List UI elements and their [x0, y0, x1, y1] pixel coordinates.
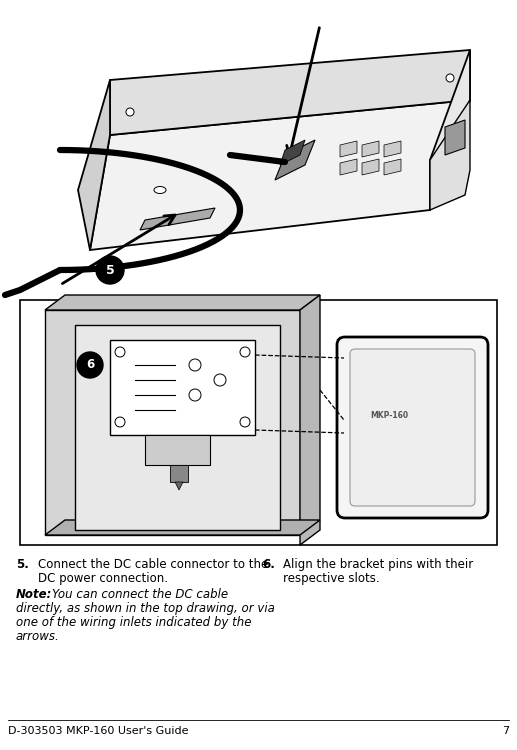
Text: 6.: 6.	[262, 558, 275, 571]
Polygon shape	[430, 50, 470, 210]
Circle shape	[77, 352, 103, 378]
Polygon shape	[170, 465, 188, 482]
Circle shape	[240, 347, 250, 357]
Polygon shape	[45, 520, 320, 535]
Text: Note:: Note:	[16, 588, 52, 601]
Text: one of the wiring inlets indicated by the: one of the wiring inlets indicated by th…	[16, 616, 251, 629]
Text: directly, as shown in the top drawing, or via: directly, as shown in the top drawing, o…	[16, 602, 275, 615]
Text: D-303503 MKP-160 User's Guide: D-303503 MKP-160 User's Guide	[8, 726, 189, 736]
Polygon shape	[275, 140, 315, 180]
Text: MKP-160: MKP-160	[370, 410, 408, 419]
Text: Connect the DC cable connector to the: Connect the DC cable connector to the	[38, 558, 268, 571]
Circle shape	[446, 74, 454, 82]
Polygon shape	[340, 141, 357, 157]
Circle shape	[96, 256, 124, 284]
Text: 5.: 5.	[16, 558, 29, 571]
Polygon shape	[280, 140, 305, 165]
Polygon shape	[340, 159, 357, 175]
Polygon shape	[110, 340, 255, 435]
Circle shape	[189, 389, 201, 401]
Text: 5: 5	[105, 263, 114, 277]
Polygon shape	[300, 295, 320, 545]
Circle shape	[214, 374, 226, 386]
Text: You can connect the DC cable: You can connect the DC cable	[52, 588, 228, 601]
Polygon shape	[45, 295, 320, 310]
Polygon shape	[78, 80, 110, 250]
Text: DC power connection.: DC power connection.	[38, 572, 168, 585]
Polygon shape	[45, 310, 300, 535]
FancyBboxPatch shape	[350, 349, 475, 506]
Polygon shape	[445, 120, 465, 155]
Polygon shape	[362, 141, 379, 157]
Polygon shape	[110, 50, 470, 135]
Polygon shape	[175, 482, 183, 490]
Polygon shape	[362, 159, 379, 175]
Polygon shape	[384, 159, 401, 175]
Polygon shape	[430, 100, 470, 210]
Polygon shape	[384, 141, 401, 157]
FancyBboxPatch shape	[337, 337, 488, 518]
Text: 6: 6	[86, 358, 94, 371]
Polygon shape	[75, 325, 280, 530]
Polygon shape	[140, 208, 215, 230]
Circle shape	[189, 359, 201, 371]
Bar	[20, 300, 497, 545]
Polygon shape	[145, 435, 210, 465]
Text: 7: 7	[502, 726, 509, 736]
Text: arrows.: arrows.	[16, 630, 60, 643]
Text: Align the bracket pins with their: Align the bracket pins with their	[283, 558, 473, 571]
Text: respective slots.: respective slots.	[283, 572, 379, 585]
Circle shape	[126, 108, 134, 116]
Polygon shape	[90, 100, 470, 250]
Circle shape	[115, 347, 125, 357]
Circle shape	[115, 417, 125, 427]
Ellipse shape	[154, 187, 166, 194]
Circle shape	[240, 417, 250, 427]
